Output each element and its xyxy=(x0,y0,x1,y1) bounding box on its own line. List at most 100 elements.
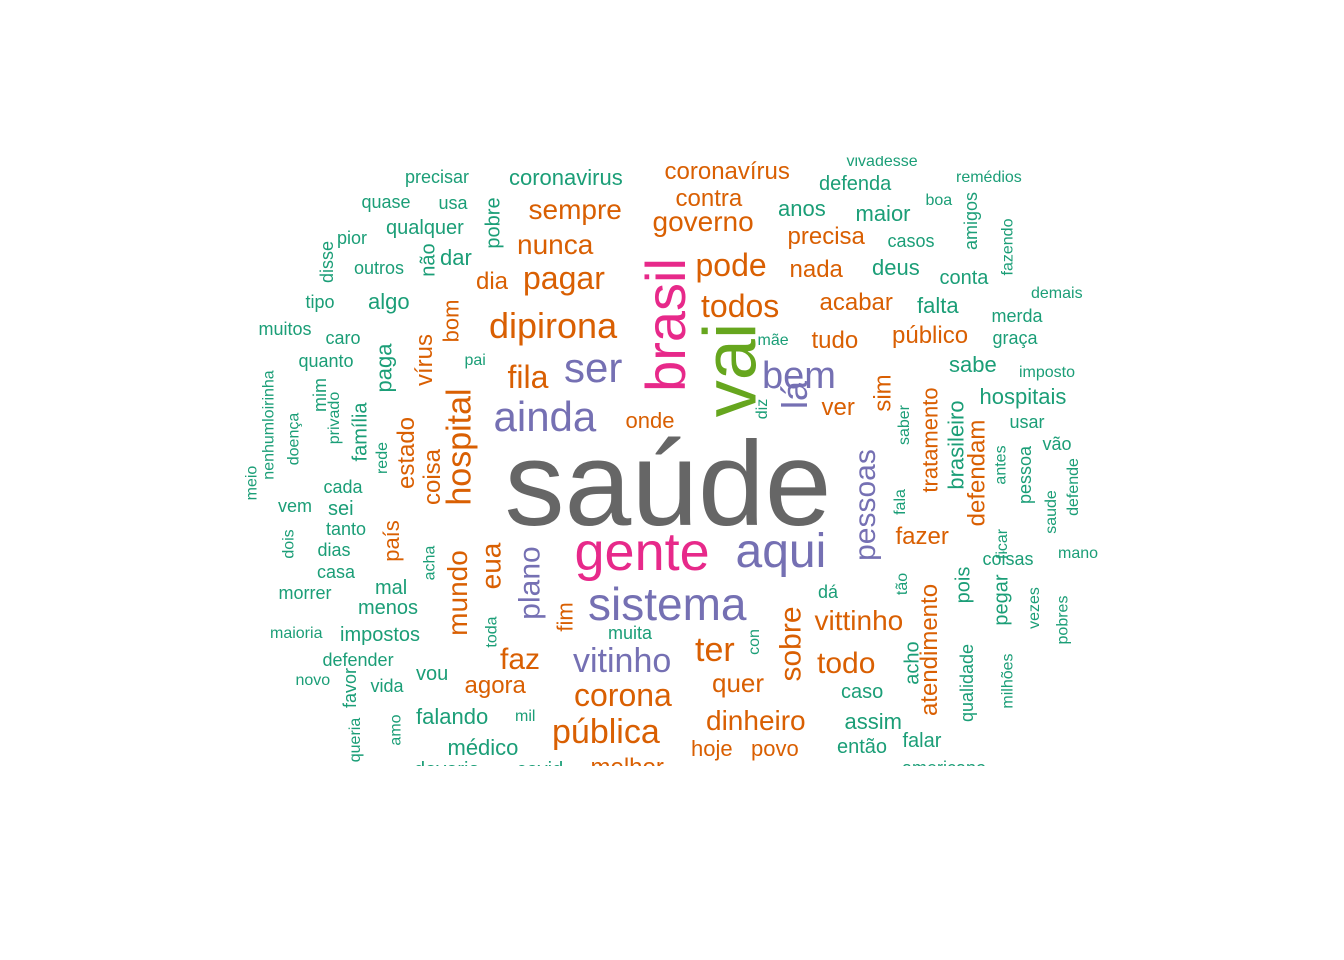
word-vivadesse: vivadesse xyxy=(846,156,918,170)
word-coisa: coisa xyxy=(419,448,447,506)
word-muita: muita xyxy=(608,623,653,643)
word-usa: usa xyxy=(438,193,468,213)
word-ainda: ainda xyxy=(493,393,597,440)
word-povo: povo xyxy=(751,736,799,761)
word-todos: todos xyxy=(701,288,780,324)
word-vezes: vezes xyxy=(1025,587,1043,629)
word-sei: sei xyxy=(328,498,354,520)
word-mal: mal xyxy=(375,577,408,599)
word-algo: algo xyxy=(368,289,410,314)
word-sabe: sabe xyxy=(949,352,997,377)
word-privado: privado xyxy=(326,391,344,445)
word-pois: pois xyxy=(951,566,974,604)
word-falta: falta xyxy=(917,293,959,318)
word-remédios: remédios xyxy=(956,169,1022,186)
word-impostos: impostos xyxy=(340,624,421,646)
word-tanto: tanto xyxy=(326,519,367,539)
word-mãe: mãe xyxy=(757,332,789,349)
word-deveria: deveria xyxy=(414,760,480,766)
word-falando: falando xyxy=(416,704,489,729)
word-amo: amo xyxy=(387,714,405,746)
word-defender: defender xyxy=(322,650,394,670)
word-nenhumloirinha: nenhumloirinha xyxy=(260,370,278,480)
word-todo: todo xyxy=(817,647,876,680)
word-pegar: pegar xyxy=(990,574,1013,626)
word-fazendo: fazendo xyxy=(998,218,1016,276)
word-caro: caro xyxy=(325,328,361,348)
word-pode: pode xyxy=(695,247,767,283)
word-aqui: aqui xyxy=(735,525,827,578)
word-nada: nada xyxy=(789,256,843,283)
word-dias: dias xyxy=(317,540,351,560)
word-governo: governo xyxy=(652,206,754,237)
word-tudo: tudo xyxy=(811,327,859,354)
word-ver: ver xyxy=(821,394,855,421)
word-hospital: hospital xyxy=(440,388,479,506)
word-cada: cada xyxy=(323,477,363,497)
word-quer: quer xyxy=(712,668,765,698)
word-tipo: tipo xyxy=(305,292,335,312)
word-ser: ser xyxy=(564,344,623,391)
word-fim: fim xyxy=(552,602,578,632)
word-vão: vão xyxy=(1042,434,1072,454)
word-outros: outros xyxy=(354,258,405,278)
word-mil: mil xyxy=(515,708,536,725)
word-público: público xyxy=(892,322,969,349)
word-dia: dia xyxy=(476,268,509,295)
word-brasileiro: brasileiro xyxy=(943,400,969,490)
word-defende: defende xyxy=(1064,458,1082,516)
word-diz: diz xyxy=(754,398,772,420)
word-con: con xyxy=(745,629,763,655)
word-hospitais: hospitais xyxy=(979,384,1067,409)
word-coisas: coisas xyxy=(982,549,1034,569)
word-saúde: saúde xyxy=(504,417,832,551)
word-lá: lá xyxy=(774,380,816,410)
word-usar: usar xyxy=(1009,412,1045,432)
word-saber: saber xyxy=(896,404,914,446)
word-coronavírus: coronavírus xyxy=(664,158,790,185)
word-morrer: morrer xyxy=(278,583,332,603)
word-vírus: vírus xyxy=(411,333,439,387)
word-assim: assim xyxy=(844,709,902,734)
word-pagar: pagar xyxy=(523,260,605,296)
word-amigos: amigos xyxy=(961,191,982,251)
word-cloud-area: saúde vai brasil gente aqui sistema ainda ser be… xyxy=(240,156,1120,766)
word-defenda: defenda xyxy=(819,173,892,195)
word-vou: vou xyxy=(416,663,449,685)
word-corona: corona xyxy=(574,677,672,713)
word-eua: eua xyxy=(474,542,506,590)
word-saude: saude xyxy=(1042,490,1060,534)
word-onde: onde xyxy=(625,408,675,433)
word-graça: graça xyxy=(992,328,1038,348)
word-precisa: precisa xyxy=(787,223,865,250)
word-qualquer: qualquer xyxy=(386,217,464,239)
word-dois: dois xyxy=(280,529,298,559)
word-maior: maior xyxy=(855,201,911,226)
word-pobre: pobre xyxy=(482,197,505,249)
word-vida: vida xyxy=(370,676,404,696)
word-dar: dar xyxy=(440,245,472,270)
word-sempre: sempre xyxy=(528,194,622,225)
word-plano: plano xyxy=(513,546,547,620)
word-antes: antes xyxy=(992,445,1010,485)
word-doença: doença xyxy=(284,412,302,466)
word-quanto: quanto xyxy=(298,351,354,371)
word-dipirona: dipirona xyxy=(489,305,618,346)
word-pobres: pobres xyxy=(1053,595,1071,645)
word-imposto: imposto xyxy=(1019,364,1076,381)
word-mano: mano xyxy=(1058,545,1099,562)
word-melhor: melhor xyxy=(591,756,664,767)
word-muitos: muitos xyxy=(258,319,312,339)
word-tão: tão xyxy=(894,572,912,596)
word-americano: americano xyxy=(902,759,986,766)
word-então: então xyxy=(837,736,888,758)
word-pública: pública xyxy=(552,713,660,751)
word-casa: casa xyxy=(317,562,356,582)
word-fala: fala xyxy=(891,489,909,515)
word-bom: bom xyxy=(437,299,463,343)
word-vittinho: vittinho xyxy=(814,605,904,636)
word-mundo: mundo xyxy=(441,550,473,636)
word-deus: deus xyxy=(872,255,920,280)
word-coronavirus: coronavirus xyxy=(509,165,623,190)
